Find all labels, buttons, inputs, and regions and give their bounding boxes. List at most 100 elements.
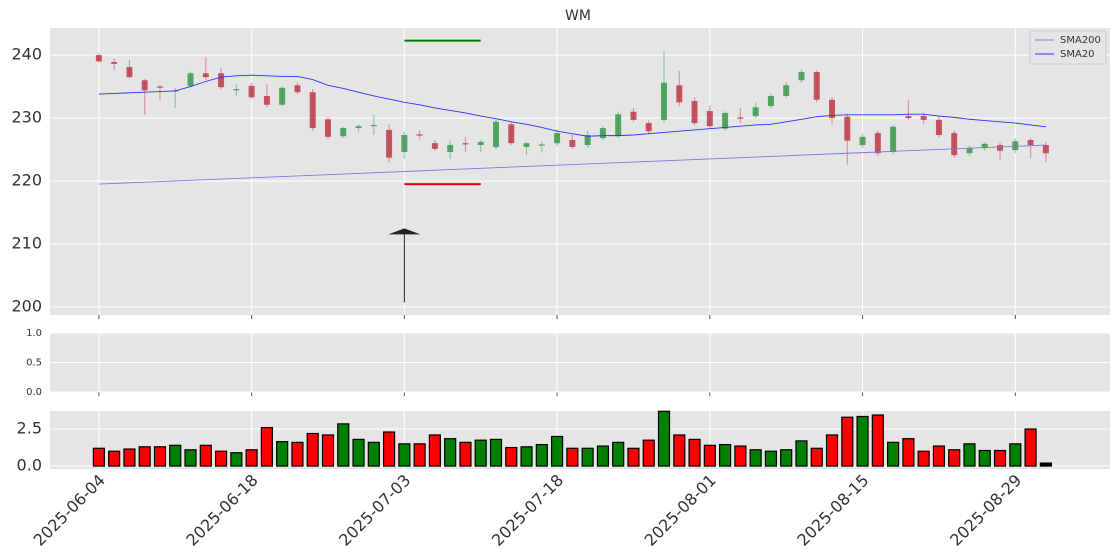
x-tick-label: 2025-08-15: [793, 471, 872, 550]
y-tick-label: 210: [11, 233, 42, 252]
y-tick-label: 0.0: [17, 456, 42, 475]
candle-body: [95, 55, 102, 62]
x-tick-label: 2025-06-04: [30, 471, 109, 550]
volume-bar: [749, 449, 762, 467]
volume-bar: [214, 450, 228, 467]
candle-body: [859, 136, 866, 146]
candle-body: [111, 61, 118, 64]
candle-body: [798, 72, 805, 81]
volume-bar: [764, 450, 778, 467]
volume-bar: [92, 447, 105, 467]
volume-bar: [367, 441, 380, 467]
volume-bar: [230, 452, 243, 467]
candle-body: [645, 123, 652, 132]
legend-label: SMA200: [1060, 35, 1101, 46]
volume-bar: [978, 449, 991, 467]
candle-body: [431, 143, 438, 149]
candle-body: [309, 92, 316, 129]
candle-body: [935, 119, 942, 135]
volume-bar: [566, 447, 579, 467]
volume-bar: [260, 426, 273, 467]
volume-bar: [398, 443, 411, 467]
candle-body: [783, 85, 790, 96]
volume-bar: [627, 447, 640, 467]
candle-body: [218, 73, 225, 88]
candle-body: [202, 73, 209, 78]
volume-bar: [199, 444, 212, 467]
candle-body: [324, 119, 331, 137]
candle-body: [905, 116, 912, 119]
volume-bar: [505, 446, 518, 467]
y-tick-label: 0.0: [26, 387, 42, 398]
volume-bar: [780, 449, 793, 467]
arrow-head: [388, 228, 421, 235]
y-tick-label: 200: [11, 296, 42, 315]
candle-body: [844, 116, 851, 141]
candle-body: [630, 111, 637, 120]
volume-bar: [291, 441, 304, 467]
candle-body: [447, 145, 454, 152]
volume-bar: [184, 449, 197, 467]
candle-body: [981, 143, 988, 149]
volume-bar: [245, 449, 258, 467]
candle-body: [966, 148, 973, 154]
y-tick-label: 240: [11, 45, 42, 64]
volume-bar: [474, 439, 487, 467]
x-tick-label: 2025-06-18: [182, 471, 261, 550]
volume-bar: [734, 445, 747, 467]
y-tick-label: 220: [11, 170, 42, 189]
volume-bar: [719, 443, 732, 467]
volume-bar: [612, 441, 625, 467]
volume-bar: [917, 450, 930, 467]
legend-label: SMA20: [1060, 49, 1095, 60]
volume-bar: [932, 445, 946, 467]
volume-bar: [520, 446, 533, 467]
candle-body: [1012, 141, 1019, 151]
volume-bar: [276, 441, 289, 467]
volume-bar: [444, 438, 457, 467]
candle-body: [538, 144, 545, 146]
candle-body: [263, 95, 270, 105]
candle-body: [722, 112, 729, 129]
volume-bar: [138, 446, 151, 467]
candle-body: [920, 116, 927, 120]
volume-bar: [306, 432, 319, 467]
volume-bar: [489, 438, 503, 467]
candle-body: [508, 124, 515, 144]
candle-body: [492, 121, 499, 147]
panel-background: [50, 28, 1110, 315]
candle-body: [615, 114, 622, 137]
volume-bar: [963, 443, 976, 467]
candle-body: [890, 126, 897, 152]
volume-bar: [642, 439, 655, 467]
volume-bar: [382, 431, 396, 467]
candle-body: [691, 101, 698, 124]
volume-bar: [581, 447, 594, 467]
candle-body: [661, 82, 668, 120]
y-tick-label: 230: [11, 108, 42, 127]
sma-line: [98, 144, 1046, 185]
volume-bar: [948, 449, 961, 467]
candle-body: [752, 107, 759, 117]
volume-bar: [321, 434, 335, 467]
candle-body: [951, 133, 958, 156]
chart-title: WM: [565, 8, 591, 24]
volume-bar: [688, 438, 701, 467]
volume-bar: [596, 445, 610, 467]
candle-body: [141, 80, 148, 91]
y-tick-label: 1.0: [26, 328, 42, 339]
y-tick-label: 2.5: [17, 419, 42, 438]
candle-body: [462, 143, 469, 145]
candle-body: [156, 86, 163, 88]
x-tick-label: 2025-08-01: [641, 471, 720, 550]
candle-body: [706, 111, 713, 127]
candle-body: [813, 72, 820, 100]
sma-line: [98, 74, 1046, 137]
candle-body: [370, 124, 377, 127]
volume-bar: [428, 434, 441, 467]
x-tick-label: 2025-07-03: [335, 471, 414, 550]
volume-bar: [841, 416, 854, 467]
candle-body: [401, 134, 408, 152]
candle-body: [477, 141, 484, 146]
